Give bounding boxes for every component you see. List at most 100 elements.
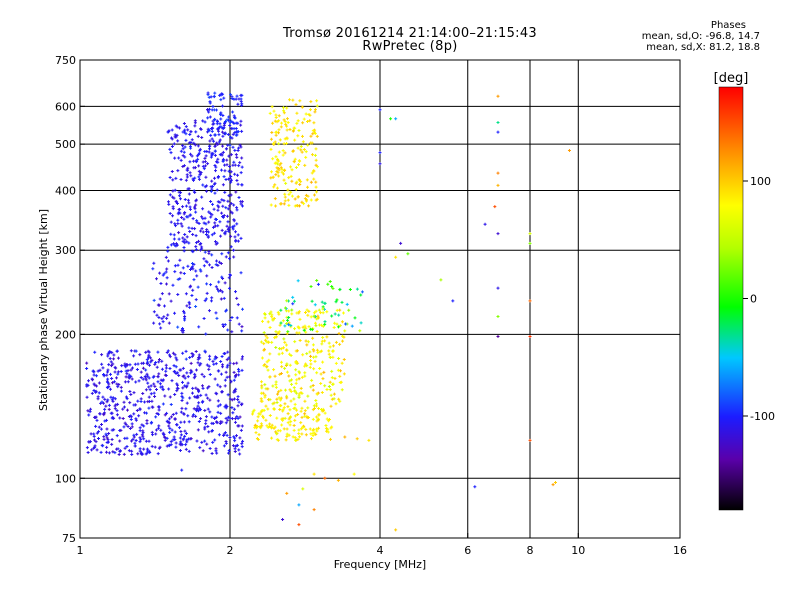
data-point — [210, 179, 214, 183]
data-point — [336, 478, 340, 482]
data-point — [182, 437, 186, 441]
data-point — [281, 417, 285, 421]
data-point — [285, 370, 289, 374]
data-point — [101, 444, 105, 448]
data-point — [553, 480, 557, 484]
data-point — [283, 137, 287, 141]
data-point — [236, 233, 240, 237]
data-point — [282, 142, 286, 146]
data-point — [130, 439, 134, 443]
data-point — [265, 336, 269, 340]
data-point — [227, 177, 231, 181]
data-point — [313, 359, 317, 363]
data-point — [216, 263, 220, 267]
data-point — [270, 130, 274, 134]
data-point — [279, 404, 283, 408]
data-point — [239, 99, 243, 103]
data-point — [147, 406, 151, 410]
data-point — [305, 343, 309, 347]
data-point — [207, 309, 211, 313]
data-point — [209, 200, 213, 204]
data-point — [171, 195, 175, 199]
data-point — [181, 144, 185, 148]
data-point — [220, 355, 224, 359]
data-point — [180, 398, 184, 402]
data-point — [220, 130, 224, 134]
data-point — [283, 366, 287, 370]
data-point — [116, 372, 120, 376]
data-point — [187, 192, 191, 196]
data-point — [321, 360, 325, 364]
data-point — [210, 233, 214, 237]
data-point — [321, 307, 325, 311]
data-point — [217, 280, 221, 284]
data-point — [212, 176, 216, 180]
data-point — [342, 372, 346, 376]
data-point — [229, 245, 233, 249]
data-point — [167, 202, 171, 206]
data-point — [194, 349, 198, 353]
data-point — [274, 330, 278, 334]
data-point — [312, 508, 316, 512]
data-point — [496, 232, 500, 236]
data-point — [367, 438, 371, 442]
data-point — [306, 185, 310, 189]
data-point — [163, 438, 167, 442]
data-point — [269, 203, 273, 207]
data-point — [190, 266, 194, 270]
data-point — [142, 447, 146, 451]
data-point — [232, 224, 236, 228]
y-tick-label: 200 — [55, 328, 76, 341]
data-point — [181, 386, 185, 390]
data-point — [260, 399, 264, 403]
data-point — [169, 136, 173, 140]
data-point — [123, 362, 127, 366]
data-point — [174, 356, 178, 360]
data-point — [274, 133, 278, 137]
data-point — [329, 426, 333, 430]
data-point — [194, 198, 198, 202]
data-point — [296, 437, 300, 441]
data-point — [296, 195, 300, 199]
data-point — [180, 216, 184, 220]
data-point — [170, 128, 174, 132]
data-point — [92, 388, 96, 392]
data-point — [178, 449, 182, 453]
data-point — [336, 325, 340, 329]
data-point — [240, 368, 244, 372]
data-point — [309, 198, 313, 202]
data-point — [278, 429, 282, 433]
data-point — [226, 415, 230, 419]
data-point — [108, 357, 112, 361]
data-point — [102, 435, 106, 439]
data-point — [235, 415, 239, 419]
data-point — [307, 204, 311, 208]
data-point — [213, 144, 217, 148]
data-point — [303, 374, 307, 378]
data-point — [183, 429, 187, 433]
data-point — [310, 171, 314, 175]
data-point — [287, 417, 291, 421]
data-point — [283, 168, 287, 172]
data-point — [224, 416, 228, 420]
data-point — [162, 432, 166, 436]
data-point — [298, 159, 302, 163]
data-point — [231, 444, 235, 448]
data-point — [214, 242, 218, 246]
data-point — [201, 386, 205, 390]
data-point — [203, 299, 207, 303]
data-point — [190, 138, 194, 142]
data-point — [330, 314, 334, 318]
data-point — [240, 402, 244, 406]
data-point — [104, 432, 108, 436]
data-point — [394, 528, 398, 532]
data-point — [275, 397, 279, 401]
data-point — [355, 287, 359, 291]
data-point — [236, 149, 240, 153]
data-point — [235, 361, 239, 365]
data-point — [271, 318, 275, 322]
data-point — [226, 393, 230, 397]
data-point — [116, 385, 120, 389]
data-point — [279, 308, 283, 312]
data-point — [95, 448, 99, 452]
